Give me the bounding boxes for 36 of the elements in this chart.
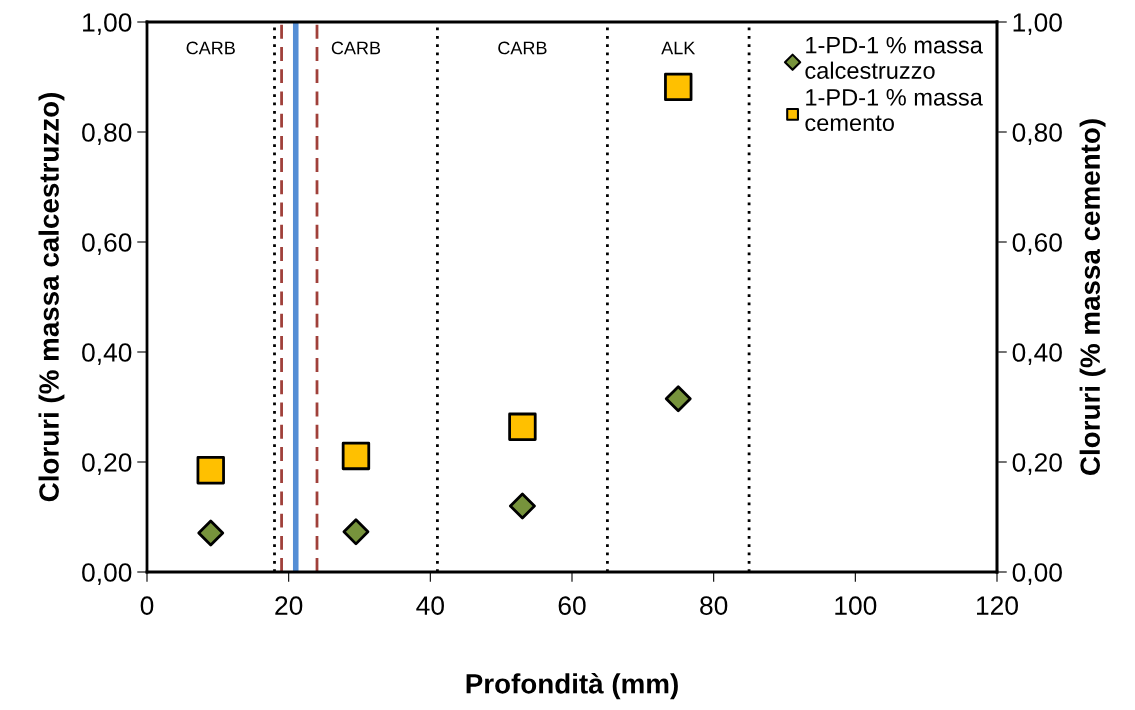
point	[196, 456, 225, 485]
point	[197, 519, 225, 547]
y-tick-label: 0,40	[82, 343, 132, 365]
annotation: CARB	[186, 41, 235, 55]
y-tick-label: 0,80	[82, 123, 132, 145]
x-tick-label: 100	[835, 596, 877, 615]
annotation: CARB	[331, 41, 381, 55]
y-tick-label: 0,00	[82, 563, 132, 585]
y-tick-label: 0,60	[82, 233, 132, 255]
y2-tick-label: 0,00	[1012, 563, 1062, 585]
x-tick-label: 60	[558, 596, 586, 615]
y-axis-title: Cloruri (% massa calcestruzzo)	[38, 93, 65, 502]
y2-tick-label: 1,00	[1013, 13, 1062, 35]
point	[664, 72, 693, 102]
point	[341, 441, 371, 471]
x-tick-label: 20	[275, 596, 303, 615]
x-tick-label: 0	[140, 596, 154, 615]
y2-tick-label: 0,80	[1012, 123, 1062, 145]
annotation: ALK	[661, 41, 696, 55]
point	[509, 492, 536, 520]
legend-label: 1-PD-1 % massa calcestruzzo	[805, 36, 983, 79]
x-tick-label: 80	[700, 596, 728, 615]
x-tick-label: 120	[977, 596, 1018, 615]
y2-tick-label: 0,40	[1012, 343, 1062, 365]
legend-label: 1-PD-1 % massa cemento	[805, 89, 983, 132]
x-axis-title: Profondità (mm)	[466, 672, 678, 700]
y2-tick-label: 0,60	[1012, 233, 1062, 255]
annotation: CARB	[498, 41, 547, 55]
point	[664, 385, 692, 413]
y-tick-label: 1,00	[83, 13, 132, 35]
y2-axis-title: Cloruri (% massa cemento)	[1079, 119, 1106, 475]
y-tick-label: 0,20	[82, 453, 132, 475]
x-tick-label: 40	[416, 596, 444, 615]
y2-tick-label: 0,20	[1012, 453, 1062, 475]
point	[342, 518, 370, 546]
point	[508, 412, 537, 441]
